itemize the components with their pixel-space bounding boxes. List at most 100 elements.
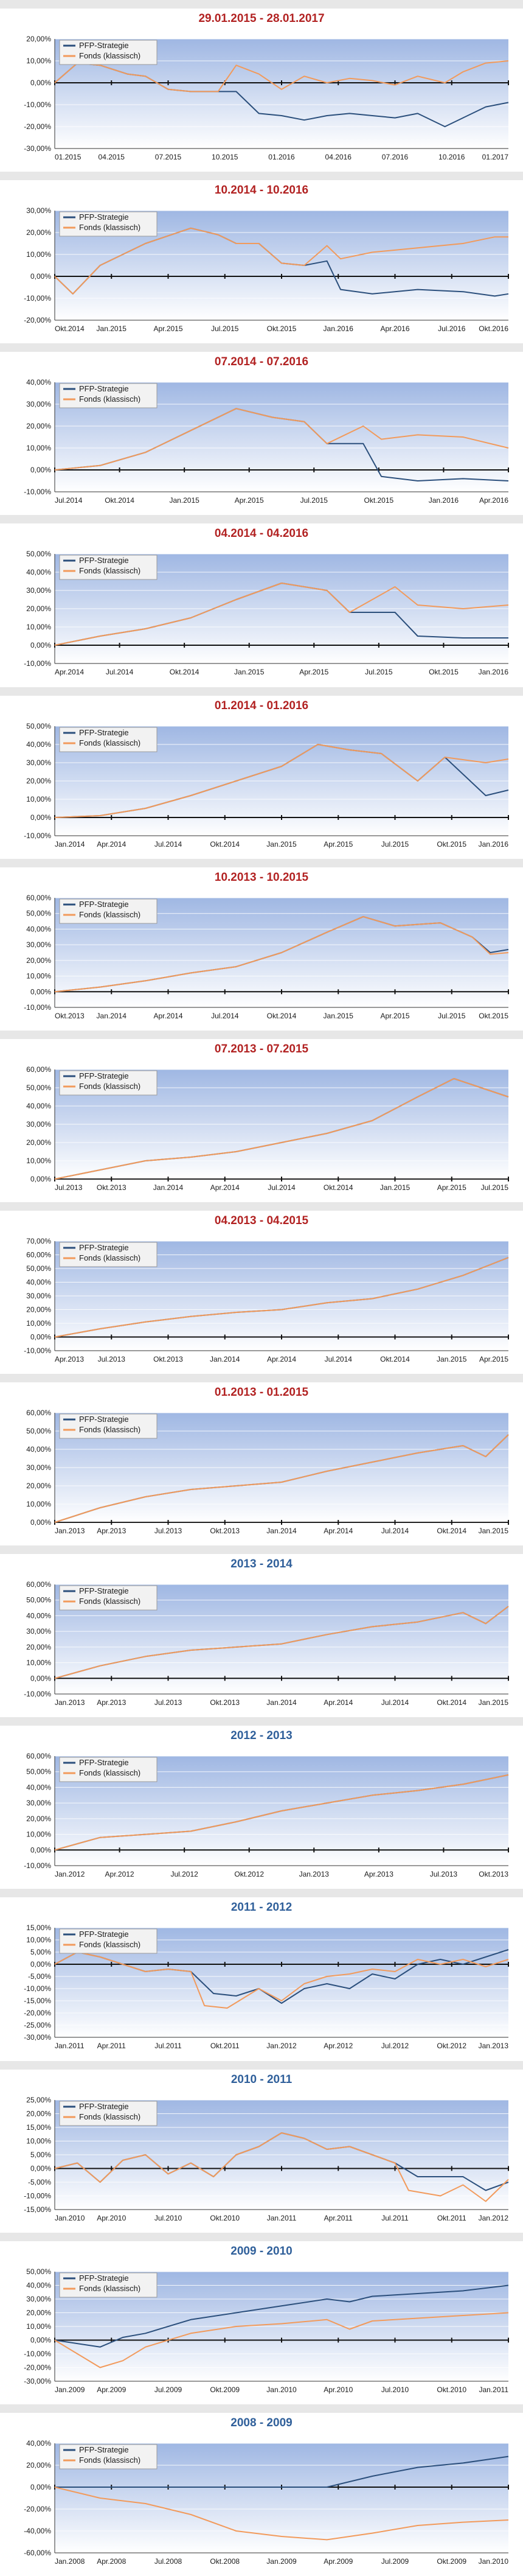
x-tick-label: Okt.2010	[210, 2214, 240, 2222]
x-tick-label: Okt.2013	[97, 1183, 126, 1192]
x-tick-label: Jan.2008	[55, 2557, 85, 2566]
x-tick-label: Okt.2014	[324, 1183, 353, 1192]
legend	[59, 1413, 158, 1439]
x-tick-label: Jul.2015	[300, 496, 328, 505]
x-tick-label: Apr.2014	[324, 1698, 353, 1707]
x-tick-label: Jan.2013	[55, 1698, 85, 1707]
x-tick-label: Jul.2011	[381, 2214, 409, 2222]
x-tick-label: Jul.2014	[154, 840, 182, 849]
x-tick-label: Apr.2010	[97, 2214, 126, 2222]
chart-title: 04.2014 - 04.2016	[214, 527, 309, 541]
x-tick-label: Jan.2015	[479, 1698, 509, 1707]
y-tick-label: 30,00%	[26, 940, 51, 949]
x-tick-label: Jan.2015	[266, 840, 297, 849]
x-tick-label: Jul.2012	[170, 1870, 198, 1878]
legend-label: Fonds (klassisch)	[79, 2455, 140, 2465]
y-tick-label: 10,00%	[26, 57, 51, 65]
legend-label: PFP-Strategie	[79, 41, 129, 50]
x-tick-label: Apr.2014	[267, 1355, 296, 1363]
x-tick-label: Apr.2012	[105, 1870, 134, 1878]
x-tick-label: Jul.2014	[381, 1698, 409, 1707]
line-chart: 40,00% 30,00% 20,00% 10,00% 0,00% -10,00% Jul.…	[24, 378, 509, 505]
x-tick-label: Jan.2015	[97, 324, 127, 333]
x-tick-label: Jan.2015	[380, 1183, 410, 1192]
x-tick-label: Jul.2015	[381, 840, 409, 849]
x-tick-label: Apr.2015	[324, 840, 353, 849]
chart-title: 10.2013 - 10.2015	[214, 870, 309, 884]
x-tick-label: Jul.2014	[55, 496, 83, 505]
x-tick-label: Jan.2011	[55, 2042, 85, 2050]
series-line-fonds-klassisch	[54, 2486, 509, 2541]
series-line-fonds-klassisch	[54, 227, 508, 295]
x-tick-label: Okt.2015	[429, 668, 459, 676]
chart-title: 07.2013 - 07.2015	[214, 1042, 309, 1055]
x-tick-label: Okt.2009	[210, 2385, 240, 2394]
y-tick-label: -5,00%	[28, 2178, 51, 2186]
x-tick-label: Okt.2014	[170, 668, 199, 676]
legend-label: PFP-Strategie	[79, 1758, 129, 1767]
y-tick-label: 0,00%	[30, 2164, 51, 2172]
x-tick-label: 10.2015	[212, 153, 238, 161]
y-tick-label: 30,00%	[26, 400, 51, 408]
x-tick-label: Okt.2014	[437, 1698, 466, 1707]
legend-label: Fonds (klassisch)	[79, 2284, 140, 2293]
y-tick-label: 0,00%	[30, 813, 51, 822]
y-tick-label: 20,00%	[26, 228, 51, 237]
chart-title: 01.2013 - 01.2015	[214, 1386, 309, 1399]
x-tick-label: Apr.2016	[380, 324, 409, 333]
x-tick-label: Jan.2011	[267, 2214, 297, 2222]
series-line-fonds-klassisch	[54, 1434, 509, 1524]
series-line-fonds-klassisch	[54, 2312, 509, 2368]
line-chart: 50,00% 40,00% 30,00% 20,00% 10,00% 0,00% -10,0…	[24, 2267, 509, 2394]
x-tick-label: Jul.2008	[154, 2557, 182, 2566]
panel-separator	[0, 1545, 523, 1555]
x-tick-label: 01.2015	[55, 153, 81, 161]
x-tick-label: Jul.2012	[381, 2042, 409, 2050]
x-tick-label: Apr.2009	[97, 2385, 126, 2394]
x-tick-label: Jan.2014	[97, 1012, 127, 1020]
y-tick-label: 20,00%	[26, 1138, 51, 1147]
line-chart: 60,00% 50,00% 40,00% 30,00% 20,00% 10,00% 0,00…	[24, 894, 509, 1020]
y-tick-label: 0,00%	[30, 987, 51, 996]
y-tick-label: -10,00%	[24, 1984, 51, 1993]
legend	[59, 555, 158, 580]
y-tick-label: 25,00%	[26, 2096, 51, 2104]
series-line-fonds-klassisch	[54, 1256, 509, 1338]
y-tick-label: 20,00%	[26, 2109, 51, 2118]
x-tick-label: Apr.2015	[299, 668, 328, 676]
y-tick-label: 10,00%	[26, 623, 51, 631]
legend-label: Fonds (klassisch)	[79, 1253, 140, 1262]
y-tick-label: -30,00%	[24, 144, 51, 153]
y-tick-label: 10,00%	[26, 795, 51, 803]
y-tick-label: 10,00%	[26, 971, 51, 980]
x-tick-label: 07.2016	[382, 153, 409, 161]
chart-title: 10.2014 - 10.2016	[214, 184, 309, 197]
chart-title: 2013 - 2014	[230, 1558, 293, 1571]
y-tick-label: -10,00%	[24, 1861, 51, 1870]
panel-separator	[0, 1030, 523, 1039]
line-chart: 70,00% 60,00% 50,00% 40,00% 30,00% 20,00% 10,0…	[24, 1237, 509, 1363]
y-tick-label: 60,00%	[26, 1065, 51, 1074]
x-tick-label: 01.2016	[268, 153, 295, 161]
legend-label: Fonds (klassisch)	[79, 1425, 140, 1434]
series-line-fonds-klassisch	[54, 1077, 509, 1180]
legend	[59, 1242, 158, 1267]
y-tick-label: 20,00%	[26, 2308, 51, 2317]
panel-separator	[0, 2232, 523, 2241]
x-tick-label: Jul.2015	[481, 1183, 509, 1192]
x-tick-label: Okt.2011	[210, 2042, 240, 2050]
x-tick-label: Jul.2015	[438, 1012, 466, 1020]
y-tick-label: 10,00%	[26, 1830, 51, 1839]
y-tick-label: 10,00%	[26, 250, 51, 259]
y-tick-label: 40,00%	[26, 1278, 51, 1286]
chart-title: 01.2014 - 01.2016	[214, 699, 309, 712]
y-tick-label: 50,00%	[26, 1427, 51, 1435]
y-tick-label: 0,00%	[30, 641, 51, 649]
series-line-fonds-klassisch	[54, 915, 509, 992]
legend	[59, 1928, 158, 1954]
y-tick-label: 40,00%	[26, 1783, 51, 1792]
y-tick-label: 40,00%	[26, 925, 51, 933]
y-tick-label: 20,00%	[26, 1643, 51, 1651]
series-line-fonds-klassisch	[54, 2132, 509, 2202]
x-tick-label: Jan.2014	[55, 840, 85, 849]
